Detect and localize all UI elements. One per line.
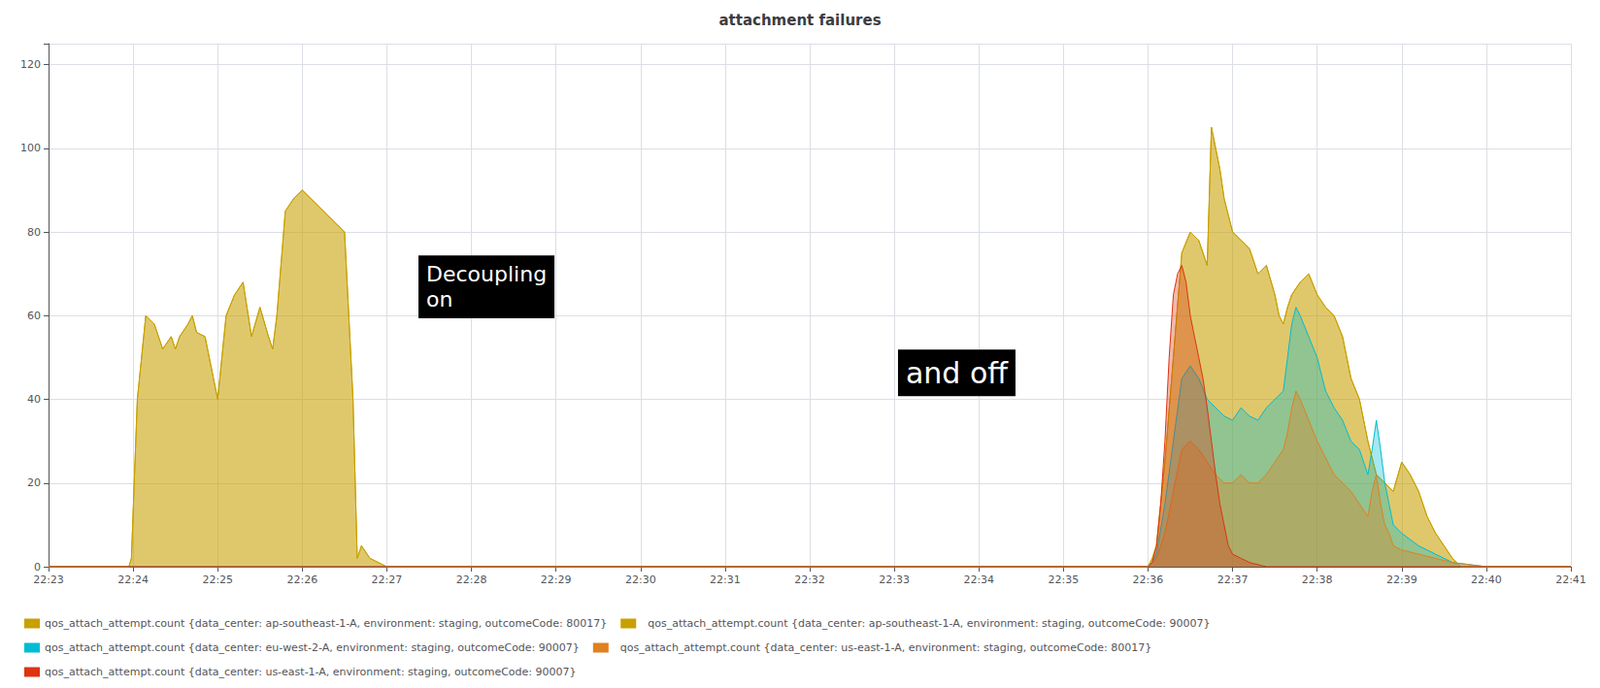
svg-text:22:39: 22:39	[1386, 573, 1418, 587]
svg-text:22:29: 22:29	[540, 573, 572, 587]
svg-text:60: 60	[27, 309, 41, 323]
svg-text:22:40: 22:40	[1470, 573, 1502, 587]
svg-text:20: 20	[27, 476, 41, 490]
svg-text:0: 0	[33, 561, 41, 574]
svg-text:22:34: 22:34	[963, 573, 995, 587]
svg-text:22:28: 22:28	[456, 573, 488, 587]
svg-text:qos_attach_attempt.count {data: qos_attach_attempt.count {data_center: a…	[44, 617, 607, 631]
svg-text:22:25: 22:25	[201, 573, 234, 587]
svg-text:22:35: 22:35	[1047, 573, 1079, 587]
svg-text:Decoupling: Decoupling	[426, 262, 547, 287]
svg-text:22:26: 22:26	[286, 573, 318, 587]
svg-text:120: 120	[20, 58, 41, 71]
svg-text:22:36: 22:36	[1133, 573, 1165, 587]
svg-text:22:23: 22:23	[33, 573, 65, 587]
svg-text:qos_attach_attempt.count {data: qos_attach_attempt.count {data_center: e…	[44, 641, 580, 655]
svg-text:on: on	[426, 287, 453, 312]
svg-text:22:37: 22:37	[1217, 573, 1249, 587]
svg-text:and off: and off	[905, 356, 1009, 391]
svg-text:22:33: 22:33	[878, 573, 910, 587]
svg-text:22:32: 22:32	[794, 573, 826, 587]
svg-text:22:41: 22:41	[1555, 573, 1587, 587]
svg-text:attachment failures: attachment failures	[718, 11, 881, 30]
svg-text:qos_attach_attempt.count {data: qos_attach_attempt.count {data_center: u…	[44, 666, 577, 679]
svg-text:40: 40	[27, 393, 41, 406]
svg-text:22:24: 22:24	[117, 573, 149, 587]
svg-text:100: 100	[20, 141, 41, 155]
svg-text:22:30: 22:30	[625, 573, 657, 587]
svg-text:qos_attach_attempt.count {data: qos_attach_attempt.count {data_center: u…	[613, 641, 1153, 655]
svg-text:22:31: 22:31	[709, 573, 741, 587]
svg-text:22:38: 22:38	[1301, 573, 1334, 587]
svg-text:80: 80	[27, 226, 41, 239]
svg-text:22:27: 22:27	[371, 573, 403, 587]
svg-text:qos_attach_attempt.count {data: qos_attach_attempt.count {data_center: a…	[640, 617, 1210, 631]
